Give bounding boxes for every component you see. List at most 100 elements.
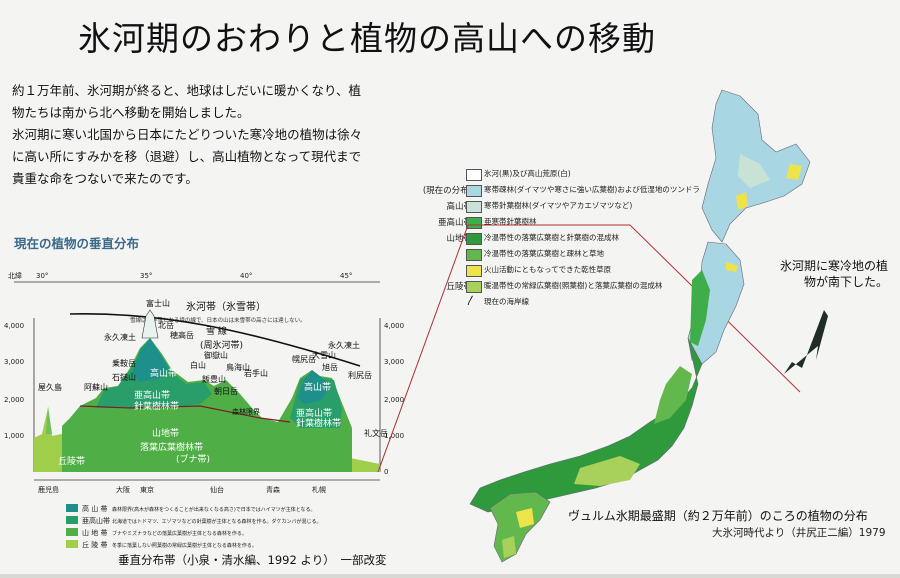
peak-label: 御嶽山 — [204, 350, 228, 360]
legend-row-zone: 高山帯 — [446, 202, 472, 212]
vertical-caption: 垂直分布帯（小泉・清水編、1992 より） 一部改変 — [118, 553, 387, 567]
city-label: 鹿児島 — [38, 485, 59, 494]
zone-subalpine-label-north: 亜高山帯 — [296, 407, 332, 419]
snow-line-label: 雪 線 — [206, 325, 227, 337]
legend-swatch — [466, 169, 482, 181]
legend-row-text: 亜寒帯針葉樹林 — [484, 217, 537, 226]
coastline-icon: 〳 — [466, 296, 476, 307]
zone-alpine-label: 高山帯 — [150, 367, 177, 379]
map-caption: ヴュルム氷期最盛期（約２万年前）のころの植物の分布 — [568, 509, 868, 523]
zone-montane-label: 山地帯 — [152, 427, 179, 439]
honshu-shape — [469, 337, 703, 513]
honshu-central-highland — [654, 366, 692, 424]
snow-line — [69, 313, 361, 367]
alt-right-3000: 3,000 — [384, 358, 404, 366]
volcanic-grassland-patch — [786, 164, 802, 180]
alt-right-4000: 4,000 — [384, 322, 404, 330]
map-source: 大氷河時代より（井尻正二編）1979 — [712, 527, 886, 539]
legend-swatch-montane — [66, 528, 78, 536]
fuji-summit-shape — [141, 309, 159, 339]
zone-subalpine-label: 亜高山帯 — [134, 389, 170, 401]
city-label: 東京 — [140, 485, 154, 494]
vertical-legend: 高 山 帯 森林限界(高木が森林をつくることが出来なくなる高さ)で日本ではハイマ… — [66, 504, 321, 549]
intro-text: 約１万年前、氷河期が終ると、地球はしだいに暖かくなり、植物たちは南から北へ移動を… — [12, 80, 372, 190]
lat-tick-35: 35° — [140, 272, 152, 280]
city-label: 仙台 — [210, 485, 224, 494]
legend-swatch-subalpine — [66, 516, 78, 524]
peak-label: 旭岳 — [322, 362, 338, 372]
intro-paragraph-2: 氷河期に寒い北国から日本にたどりついた寒冷地の植物は徐々に高い所にすみかを移（退… — [12, 127, 363, 186]
legend-row: 亜高山帯 亜寒帯針葉樹林 — [408, 216, 708, 230]
legend-row-text: 寒帯針葉樹林(ダイマツやアカエゾマツなど) — [484, 201, 633, 210]
legend-text-subalpine: 北海道ではトドマツ、エゾマツなどの針葉樹が主体となる森林を作る。ダケカンバが混じ… — [112, 518, 321, 525]
alt-left-1000: 1,000 — [4, 432, 24, 440]
city-label: 大阪 — [116, 485, 130, 494]
legend-row-text: 氷河(黒)及び高山荒原(白) — [484, 169, 571, 178]
legend-swatch — [466, 185, 482, 197]
legend-row: 寒帯疎林(ダイマツや寒さに強い広葉樹)および低湿地のツンドラ — [408, 184, 708, 198]
legend-swatch-alpine — [66, 504, 78, 512]
alt-right-2000: 2,000 — [384, 396, 404, 404]
peak-label: 永久凍土 — [104, 332, 136, 342]
hokkaido-inner — [738, 154, 770, 188]
volcanic-grassland-patch — [736, 192, 748, 210]
southward-arrow-icon — [784, 310, 828, 374]
peak-label: 屋久島 — [38, 382, 62, 392]
volcanic-grassland-patch — [726, 262, 738, 272]
legend-row-text: 冷温帯性の落葉広葉樹と針葉樹の混成林 — [484, 233, 619, 242]
vertical-profile-diagram: 北緯 30° 35° 40° 45° 4,000 3,000 2,000 1,0… — [4, 271, 404, 549]
peak-label: 礼文岳 — [364, 428, 388, 438]
zone-periglacial-label: (周氷河帯) — [200, 339, 243, 351]
legend-header: (現在の分布) — [422, 186, 472, 196]
peak-label: 穂高岳 — [170, 330, 194, 340]
legend-text-hill: 冬季に落葉しない照葉樹の常緑広葉樹が主体となる森林を作る。 — [112, 542, 257, 549]
legend-swatch — [466, 201, 482, 213]
vertical-distribution-title: 現在の植物の垂直分布 — [14, 236, 140, 251]
zone-alpine-area — [132, 338, 168, 382]
map-note: 氷河期に寒冷地の植物が南下した。 — [779, 259, 888, 289]
yakushima-peak-shape — [46, 406, 52, 434]
intro-paragraph-1: 約１万年前、氷河期が終ると、地球はしだいに暖かくなり、植物たちは南から北へ移動を… — [12, 83, 362, 120]
zone-subalpine-sub-label-north: 針葉樹林帯 — [296, 417, 341, 429]
peak-label: 白山 — [190, 360, 206, 370]
zone-glacier-label: 氷河帯（氷雪帯） — [186, 300, 266, 313]
lat-tick-40: 40° — [240, 272, 252, 280]
volcanic-grassland-patch — [516, 508, 534, 528]
peak-label: 岩手山 — [244, 368, 268, 378]
legend-row-text: 現在の海岸線 — [484, 297, 529, 306]
legend-zone-hill: 丘 陵 帯 — [82, 540, 107, 549]
peak-label: 朝日岳 — [214, 386, 238, 396]
peak-label: 阿蘇山 — [84, 382, 108, 392]
legend-text-montane: ブナやミズナラなどの落葉広葉樹が主体となる森林を作る。 — [112, 530, 247, 537]
legend-text-alpine: 森林限界(高木が森林をつくることが出来なくなる高さ)で日本ではハイマツが主体とな… — [112, 506, 316, 513]
peak-label: 北岳 — [158, 320, 174, 330]
forest-line-label: 森林限界 — [232, 407, 260, 416]
legend-row-text: 冷温帯性の落葉広葉樹と疎林と草地 — [484, 249, 604, 258]
zone-alpine-label-north: 高山帯 — [304, 381, 331, 393]
peak-label: 利尻岳 — [348, 370, 372, 380]
peak-label: 永久凍土 — [328, 340, 360, 350]
forest-line — [79, 405, 291, 423]
zone-hill-label: 丘陵帯 — [58, 455, 85, 467]
legend-row: 氷河(黒)及び高山荒原(白) — [408, 168, 708, 182]
japan-map — [469, 89, 828, 563]
legend-row-text: 暖温帯性の常緑広葉樹(照葉樹)と落葉広葉樹の混成林 — [484, 281, 663, 290]
lat-tick-30: 30° — [36, 272, 48, 280]
alt-left-4000: 4,000 — [4, 322, 24, 330]
lat-axis-label: 北緯 — [8, 271, 22, 280]
zone-alpine-area-north — [298, 370, 330, 404]
peak-label: 石鎚山 — [112, 372, 136, 382]
alt-right-0: 0 — [384, 468, 388, 476]
legend-row: 〳 現在の海岸線 — [408, 296, 708, 310]
legend-row-zone: 亜高山帯 — [437, 218, 472, 228]
legend-row-text: 火山活動にともなってできた乾性草原 — [484, 265, 612, 274]
warm-forest-honshu — [574, 456, 640, 486]
city-label: 札幌 — [312, 485, 326, 494]
peak-label: 大雪山 — [312, 350, 336, 360]
zone-montane-note: (ブナ帯) — [176, 453, 210, 465]
alt-left-2000: 2,000 — [4, 396, 24, 404]
legend-zone-montane: 山 地 帯 — [82, 528, 107, 537]
peak-label: 鳥海山 — [226, 362, 250, 372]
legend-row: 高山帯 寒帯針葉樹林(ダイマツやアカエゾマツなど) — [408, 200, 708, 214]
